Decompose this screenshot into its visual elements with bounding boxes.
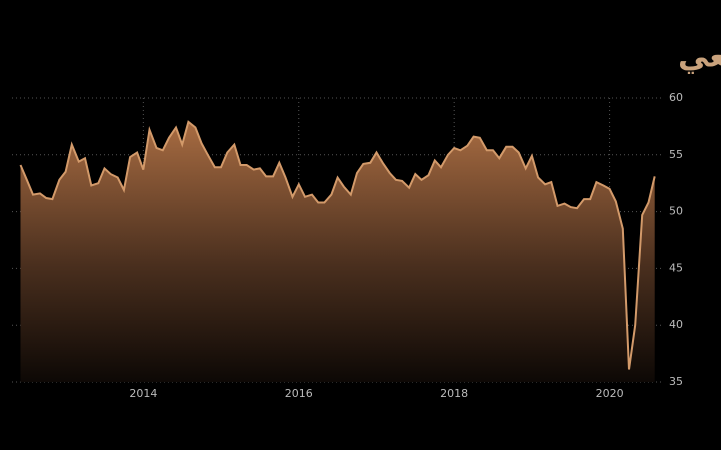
x-tick-label: 2014 [129, 387, 157, 400]
y-tick-label: 35 [669, 375, 683, 388]
y-tick-label: 50 [669, 205, 683, 218]
chart-title: مؤشر مديري المشتريات بالقطاع التصنيعي [678, 39, 721, 75]
x-tick-label: 2018 [440, 387, 468, 400]
line [19, 120, 656, 370]
y-tick-label: 45 [669, 261, 683, 274]
x-tick-label: 2020 [596, 387, 624, 400]
y-tick-label: 40 [669, 318, 683, 331]
x-tick-label: 2016 [285, 387, 313, 400]
y-tick-label: 60 [669, 91, 683, 104]
y-tick-label: 55 [669, 148, 683, 161]
area [20, 121, 655, 383]
